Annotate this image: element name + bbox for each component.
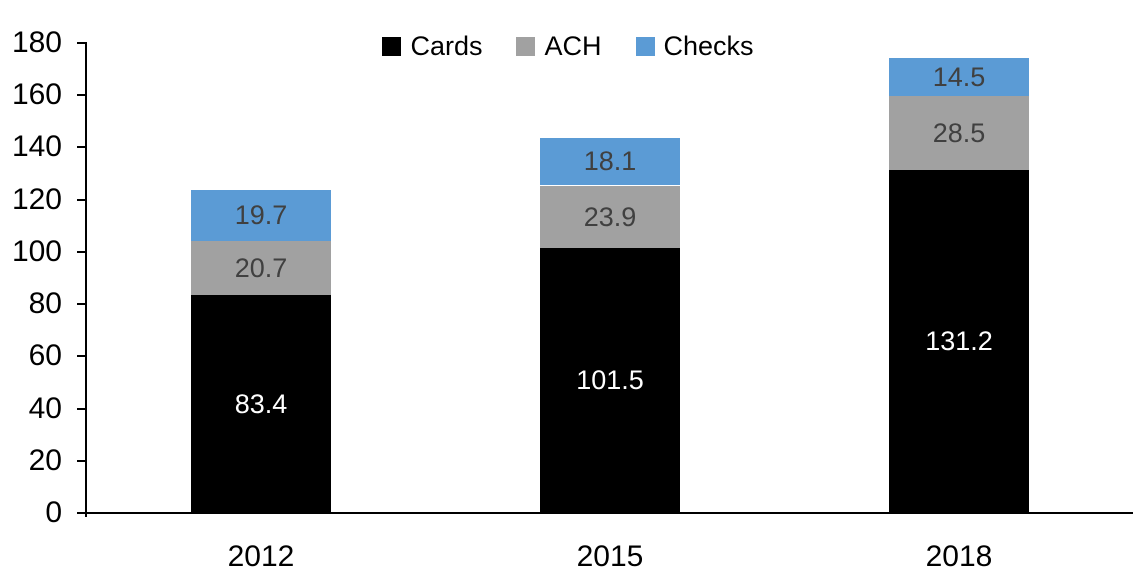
bar-segment-checks-2015: 18.1 — [540, 138, 680, 185]
y-tick-label: 180 — [11, 26, 62, 59]
bar-segment-ach-2018: 28.5 — [889, 96, 1029, 170]
bar-value-label: 131.2 — [925, 326, 993, 356]
y-axis-line — [85, 42, 87, 517]
legend-item-checks: Checks — [635, 31, 754, 61]
legend-label: ACH — [544, 31, 602, 61]
y-tick-label: 100 — [11, 234, 62, 268]
y-tick-mark — [77, 250, 85, 253]
legend-item-cards: Cards — [382, 33, 482, 60]
y-tick-label: 60 — [28, 339, 62, 373]
y-tick-mark — [77, 355, 85, 358]
y-tick-mark — [77, 512, 85, 514]
legend-item-ach: ACH — [516, 31, 602, 61]
bar-segment-checks-2018: 14.5 — [889, 58, 1029, 96]
y-tick-mark — [77, 303, 85, 306]
bar-segment-cards-2015: 101.5 — [540, 248, 680, 513]
y-tick-label: 80 — [28, 287, 62, 321]
legend-label: Cards — [410, 31, 483, 61]
chart-legend: Cards ACH Checks — [0, 33, 1136, 60]
legend-swatch-icon-checks — [635, 37, 655, 56]
bar-value-label: 14.5 — [932, 61, 986, 92]
y-tick-label: 0 — [45, 496, 62, 529]
bar-segment-cards-2012: 83.4 — [191, 295, 331, 513]
x-axis-line — [79, 512, 1133, 514]
legend-label: Checks — [663, 31, 754, 61]
y-tick-label: 40 — [28, 391, 62, 425]
y-tick-label: 140 — [11, 130, 62, 164]
bar-value-label: 20.7 — [234, 252, 288, 283]
bar-value-label: 83.4 — [234, 388, 288, 419]
bar-segment-cards-2018: 131.2 — [889, 170, 1029, 513]
bar-segment-ach-2015: 23.9 — [540, 186, 680, 248]
y-tick-label: 20 — [28, 443, 62, 477]
y-tick-mark — [77, 407, 85, 410]
bar-value-label: 28.5 — [932, 117, 986, 148]
bar-segment-checks-2012: 19.7 — [191, 190, 331, 241]
x-tick-label-2012: 2012 — [227, 540, 295, 573]
bar-value-label: 19.7 — [234, 200, 288, 230]
bar-value-label: 101.5 — [576, 365, 644, 395]
x-tick-label-2018: 2018 — [925, 540, 993, 573]
y-tick-label: 120 — [11, 182, 62, 216]
bar-value-label: 18.1 — [583, 146, 637, 176]
y-tick-mark — [77, 459, 85, 462]
bar-value-label: 23.9 — [583, 201, 637, 232]
legend-swatch-icon-cards — [382, 37, 402, 56]
legend-swatch-icon-ach — [516, 37, 536, 56]
y-tick-mark — [77, 94, 85, 97]
y-tick-label: 160 — [11, 78, 62, 112]
y-tick-mark — [77, 146, 85, 149]
y-tick-mark — [77, 42, 85, 44]
bar-segment-ach-2012: 20.7 — [191, 241, 331, 295]
y-tick-mark — [77, 198, 85, 201]
x-tick-label-2015: 2015 — [576, 540, 644, 573]
